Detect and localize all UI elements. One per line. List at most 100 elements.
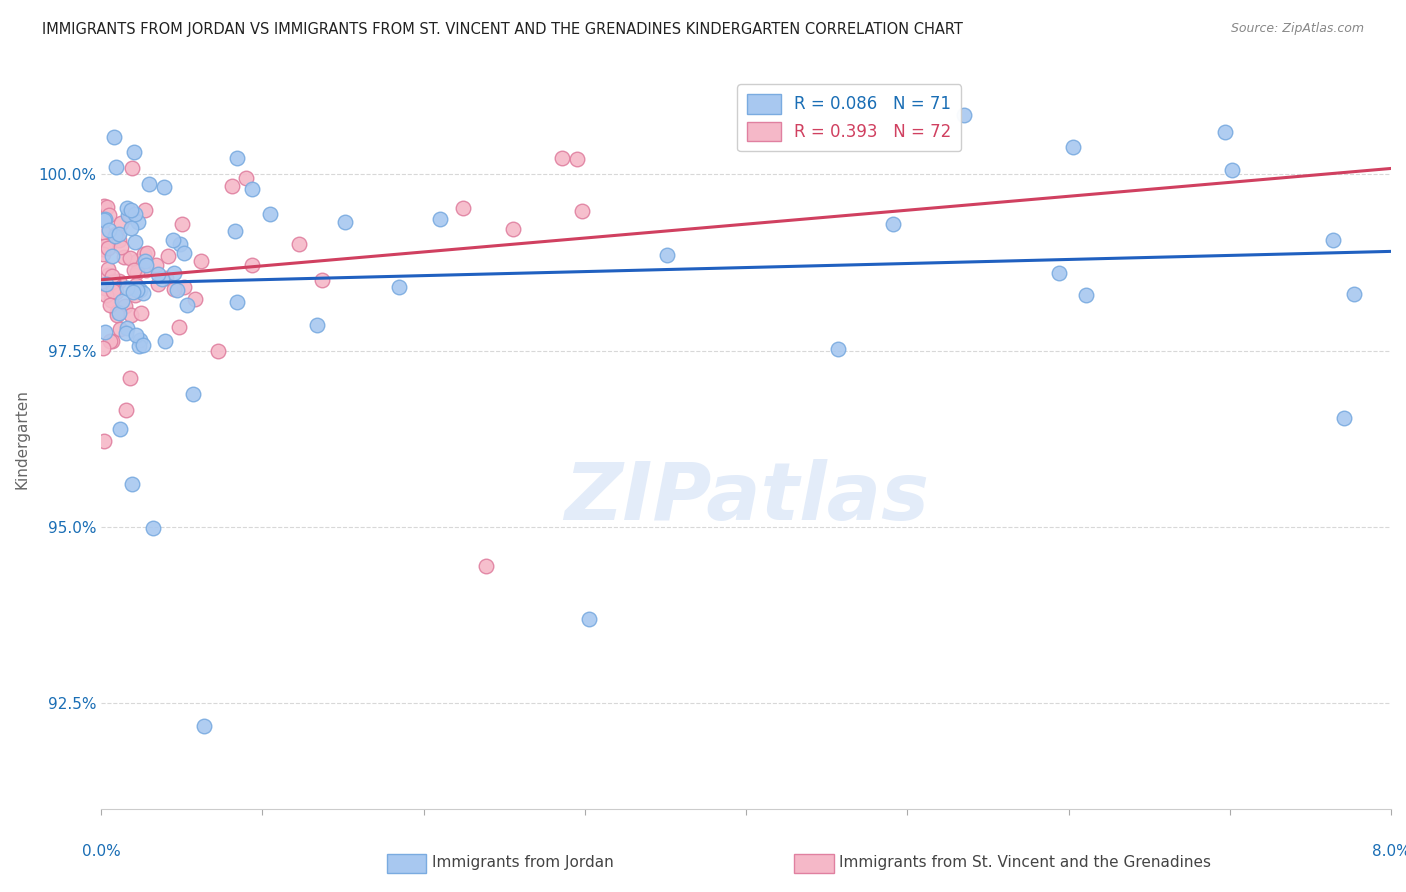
Point	[388, 280, 411, 294]
Point	[100, 275, 122, 289]
Point	[578, 612, 600, 626]
Point	[235, 170, 257, 185]
Point	[176, 298, 198, 312]
Point	[571, 204, 593, 219]
Point	[1343, 286, 1365, 301]
Point	[91, 247, 114, 261]
Point	[1322, 233, 1344, 247]
Point	[94, 212, 117, 227]
Point	[125, 328, 148, 343]
Point	[1062, 140, 1084, 154]
Point	[104, 229, 127, 244]
Point	[207, 343, 229, 358]
Point	[108, 227, 131, 242]
Point	[184, 292, 207, 306]
Point	[221, 178, 243, 193]
Point	[121, 285, 143, 299]
Point	[1220, 163, 1243, 178]
Point	[305, 318, 328, 332]
Point	[112, 250, 135, 264]
Point	[127, 215, 149, 229]
Point	[101, 284, 124, 298]
Point	[1213, 125, 1236, 139]
Point	[827, 343, 849, 357]
Point	[120, 220, 142, 235]
Point	[100, 334, 122, 349]
Point	[134, 203, 156, 218]
Point	[565, 152, 588, 166]
Point	[225, 295, 247, 310]
Point	[288, 236, 311, 251]
Point	[101, 268, 124, 283]
Point	[129, 333, 152, 347]
Legend: R = 0.086   N = 71, R = 0.393   N = 72: R = 0.086 N = 71, R = 0.393 N = 72	[737, 84, 962, 151]
Point	[131, 306, 153, 320]
Point	[94, 281, 117, 295]
Point	[128, 339, 150, 353]
Point	[122, 263, 145, 277]
Point	[135, 262, 157, 277]
Point	[150, 272, 173, 286]
Text: 0.0%: 0.0%	[82, 845, 121, 859]
Point	[111, 293, 134, 308]
Point	[124, 235, 146, 249]
Point	[132, 285, 155, 300]
Point	[104, 161, 127, 175]
Point	[181, 387, 204, 401]
Point	[224, 224, 246, 238]
Point	[104, 229, 127, 244]
Text: Source: ZipAtlas.com: Source: ZipAtlas.com	[1230, 22, 1364, 36]
Point	[333, 215, 356, 229]
Point	[107, 274, 129, 288]
Point	[124, 207, 146, 221]
Point	[451, 201, 474, 215]
Point	[166, 283, 188, 297]
Point	[311, 273, 333, 287]
Point	[163, 282, 186, 296]
Point	[193, 718, 215, 732]
Point	[121, 476, 143, 491]
Point	[142, 521, 165, 535]
Point	[145, 258, 167, 272]
Point	[108, 233, 131, 247]
Point	[163, 266, 186, 280]
Point	[134, 253, 156, 268]
Point	[98, 298, 121, 312]
Point	[127, 265, 149, 279]
Point	[122, 145, 145, 159]
Point	[94, 325, 117, 339]
Point	[105, 285, 128, 299]
Point	[117, 281, 139, 295]
Point	[120, 251, 142, 265]
Point	[882, 217, 904, 231]
Point	[93, 199, 115, 213]
Point	[135, 258, 157, 272]
Point	[117, 201, 139, 215]
Point	[138, 178, 160, 192]
Point	[104, 227, 127, 241]
Point	[110, 422, 132, 436]
Text: IMMIGRANTS FROM JORDAN VS IMMIGRANTS FROM ST. VINCENT AND THE GRENADINES KINDERG: IMMIGRANTS FROM JORDAN VS IMMIGRANTS FRO…	[42, 22, 963, 37]
Point	[101, 249, 124, 263]
Point	[173, 279, 195, 293]
Point	[124, 278, 146, 293]
Point	[103, 130, 125, 145]
Point	[190, 253, 212, 268]
Text: Immigrants from St. Vincent and the Grenadines: Immigrants from St. Vincent and the Gren…	[839, 855, 1212, 870]
Point	[98, 223, 121, 237]
Point	[475, 558, 498, 573]
Text: ZIPatlas: ZIPatlas	[564, 459, 928, 537]
Point	[97, 208, 120, 222]
Point	[152, 179, 174, 194]
Point	[155, 271, 177, 285]
Point	[125, 283, 148, 297]
Point	[91, 341, 114, 355]
Point	[124, 288, 146, 302]
Point	[134, 247, 156, 261]
Point	[115, 321, 138, 335]
Point	[240, 182, 263, 196]
Point	[156, 249, 179, 263]
Text: Immigrants from Jordan: Immigrants from Jordan	[432, 855, 613, 870]
Point	[655, 248, 678, 262]
Point	[96, 200, 118, 214]
